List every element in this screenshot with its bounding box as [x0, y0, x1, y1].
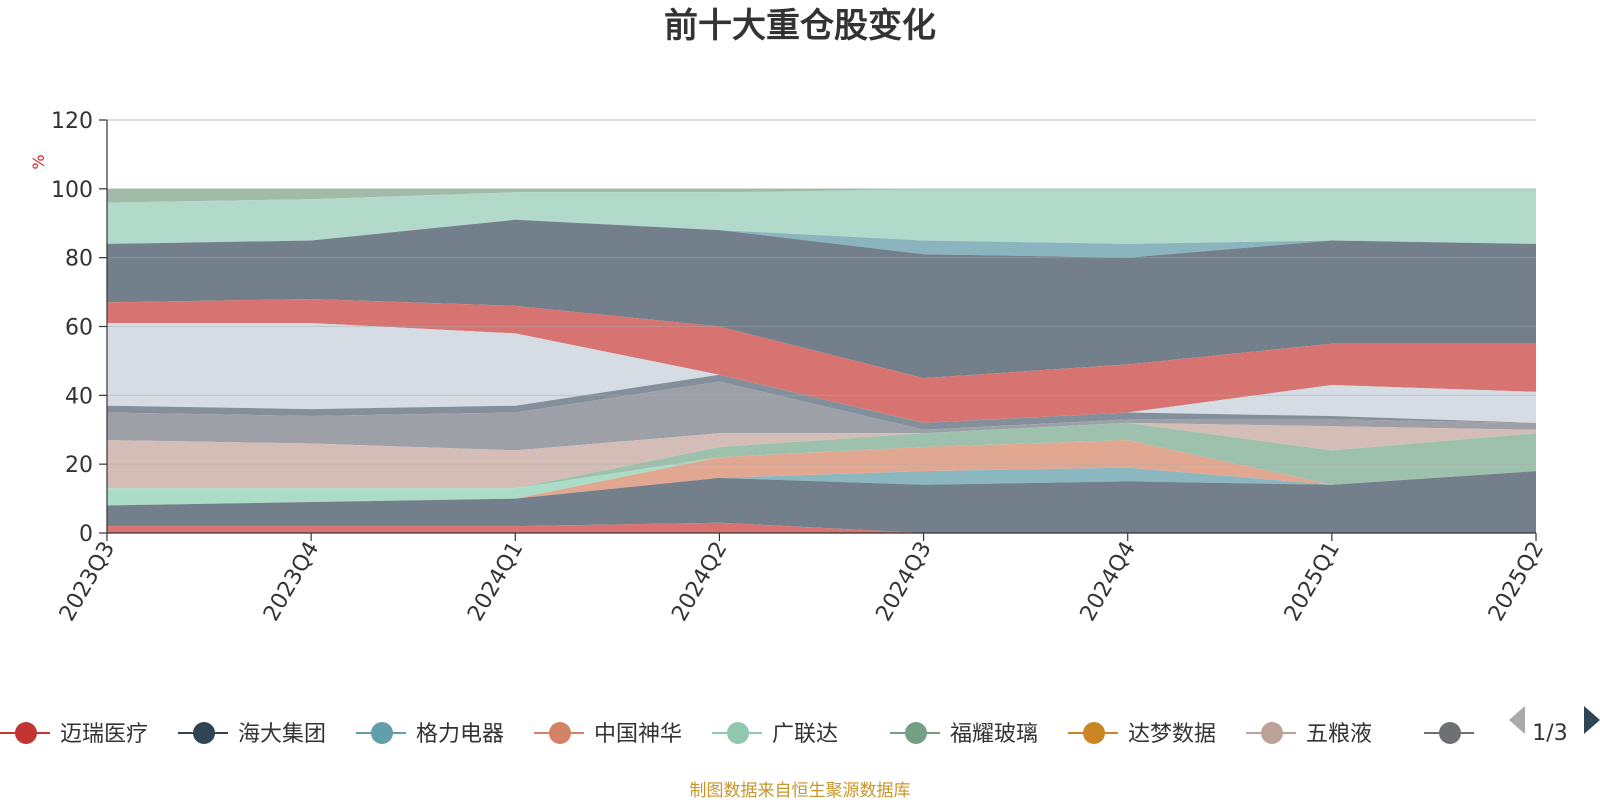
area-band-2 [107, 219, 1536, 258]
y-tick-label: 0 [79, 522, 93, 547]
area-bands [107, 188, 1536, 533]
y-unit-label: % [29, 154, 48, 169]
area-band-5 [107, 323, 1536, 423]
area-band-9 [107, 422, 1536, 489]
legend-marker-icon [193, 722, 215, 744]
legend-pager: 1/3 [1509, 706, 1600, 746]
grid-lines [107, 119, 1536, 465]
area-band-8 [107, 422, 1536, 489]
legend-marker-icon [727, 722, 749, 744]
legend-marker-icon [371, 722, 393, 744]
y-tick-label: 20 [65, 453, 93, 478]
legend-prev-icon[interactable] [1509, 706, 1525, 734]
legend-marker-icon [905, 722, 927, 744]
x-tick-label: 2024Q2 [667, 538, 732, 626]
x-tick-label: 2025Q2 [1484, 538, 1549, 626]
area-band-6 [107, 374, 1536, 430]
x-tick-label: 2023Q4 [259, 538, 324, 626]
legend-marker-icon [1261, 722, 1283, 744]
legend-item-3[interactable]: 中国神华 [534, 722, 682, 747]
y-tick-label: 60 [65, 316, 93, 341]
x-tick-label: 2024Q3 [871, 538, 936, 626]
legend-page-indicator: 1/3 [1532, 721, 1567, 746]
legend-item-4[interactable]: 广联达 [712, 722, 838, 747]
legend-item-8[interactable]: 山西汾酒 [1424, 722, 1572, 747]
x-tick-label: 2024Q1 [463, 538, 528, 626]
legend-item-0[interactable]: 迈瑞医疗 [0, 722, 148, 747]
data-source-note: 制图数据来自恒生聚源数据库 [690, 781, 911, 800]
area-band-1 [107, 188, 1536, 244]
legend-label: 中国神华 [594, 722, 682, 747]
x-tick-label: 2025Q1 [1280, 538, 1345, 626]
legend-next-icon[interactable] [1584, 706, 1600, 734]
y-tick-label: 40 [65, 384, 93, 409]
area-band-4 [107, 299, 1536, 423]
legend: 迈瑞医疗 海大集团 格力电器 中国神华 广联达 福耀玻璃 达梦数据 五粮液 山西汾酒 1/3 [0, 706, 1600, 747]
legend-item-7[interactable]: 五粮液 [1246, 722, 1372, 747]
legend-label: 迈瑞医疗 [60, 722, 148, 747]
legend-marker-icon [1083, 722, 1105, 744]
legend-label: 广联达 [772, 722, 838, 747]
chart-title: 前十大重仓股变化 [664, 6, 936, 46]
area-band-13 [107, 471, 1536, 533]
area-band-7 [107, 381, 1536, 451]
legend-label: 五粮液 [1306, 722, 1372, 747]
legend-item-1[interactable]: 海大集团 [178, 722, 326, 747]
y-tick-label: 120 [51, 109, 93, 134]
area-band-10 [107, 440, 1536, 506]
y-axis-ticks: 0 20 40 60 80 100 120 [51, 109, 107, 547]
legend-item-5[interactable]: 福耀玻璃 [890, 722, 1038, 747]
x-tick-label: 2024Q4 [1076, 538, 1141, 626]
area-band-14 [107, 522, 1536, 533]
legend-marker-icon [15, 722, 37, 744]
legend-label: 福耀玻璃 [950, 722, 1038, 747]
legend-item-6[interactable]: 达梦数据 [1068, 722, 1216, 747]
legend-label: 海大集团 [238, 722, 326, 747]
y-tick-label: 100 [51, 178, 93, 203]
y-tick-label: 80 [65, 247, 93, 272]
x-tick-label: 2023Q3 [55, 538, 120, 626]
legend-label: 达梦数据 [1128, 722, 1216, 747]
legend-item-2[interactable]: 格力电器 [356, 722, 504, 747]
area-band-12 [107, 467, 1536, 506]
legend-label: 格力电器 [416, 722, 504, 747]
legend-marker-icon [549, 722, 571, 744]
x-axis-ticks: 2023Q3 2023Q4 2024Q1 2024Q2 2024Q3 2024Q4 2025… [55, 533, 1549, 626]
legend-marker-icon [1439, 722, 1461, 744]
area-band-11 [107, 440, 1536, 506]
area-band-3 [107, 219, 1536, 379]
